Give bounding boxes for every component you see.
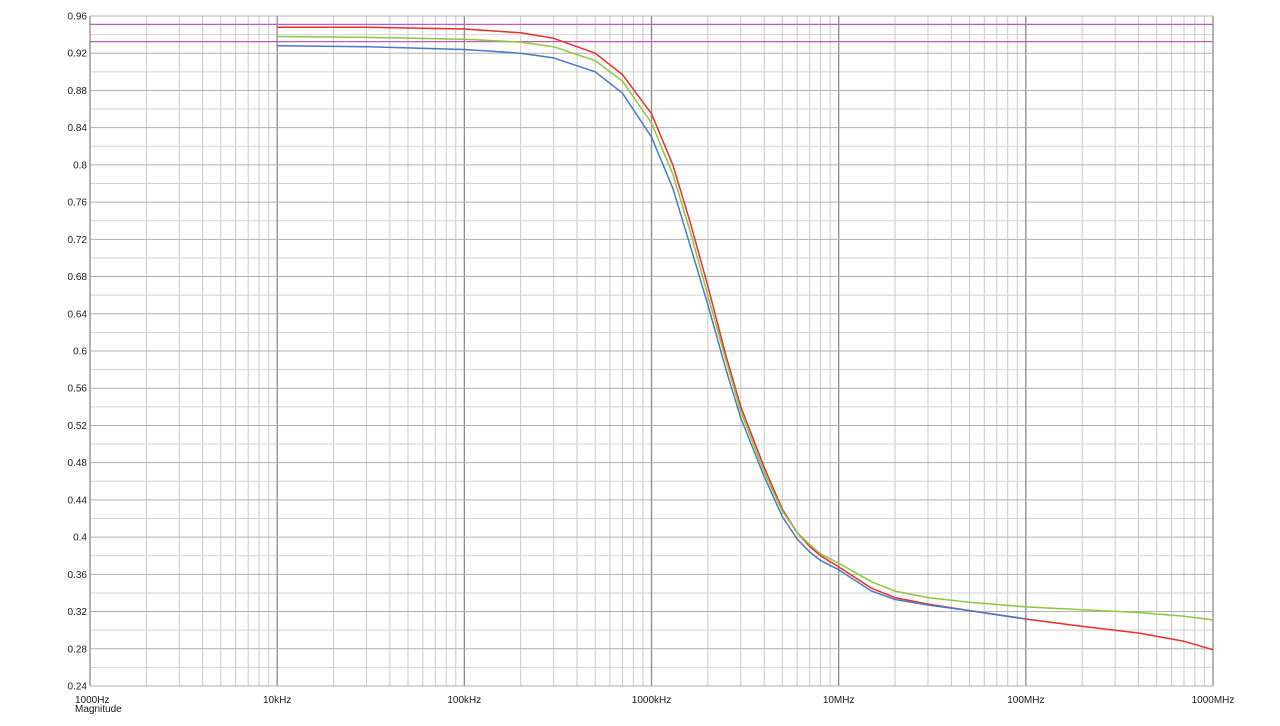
y-tick-labels: 0.24 0.28 0.32 0.36 0.4 0.44 0.48 0.52 0.56 0.6 0.… [68,12,88,693]
series-line [277,35,1214,621]
y-tick-label: 0.44 [68,495,88,506]
y-tick-label: 0.84 [68,123,88,134]
y-tick-label: 0.92 [68,49,88,60]
y-tick-label: 0.76 [68,198,88,209]
series-line [277,45,1026,620]
y-tick-label: 0.96 [68,12,88,23]
y-tick-label: 0.4 [73,533,87,544]
y-tick-label: 0.32 [68,607,88,618]
series-line [277,26,1214,651]
series-lines [277,26,1214,651]
major-gridlines [89,15,1214,687]
y-tick-label: 0.72 [68,235,88,246]
y-tick-label: 0.56 [68,384,88,395]
x-tick-label: 10kHz [263,695,291,706]
x-tick-label: 100kHz [447,695,481,706]
y-tick-label: 0.88 [68,86,88,97]
y-tick-label: 0.24 [68,682,88,693]
x-tick-label: 1000MHz [1192,695,1235,706]
y-tick-label: 0.68 [68,272,88,283]
x-tick-label: 100MHz [1007,695,1044,706]
x-tick-labels: 1000Hz 10kHz 100kHz 1000kHz 10MHz 100MHz 1000M… [75,695,1234,706]
y-tick-label: 0.6 [73,347,87,358]
y-tick-label: 0.64 [68,309,88,320]
y-tick-label: 0.28 [68,644,88,655]
x-tick-label: 1000Hz [75,695,109,706]
x-tick-label: 1000kHz [632,695,671,706]
y-axis-label: Magnitude [75,704,122,715]
y-tick-label: 0.36 [68,570,88,581]
y-tick-label: 0.52 [68,421,88,432]
reference-lines [90,23,1213,43]
y-tick-label: 0.8 [73,160,87,171]
y-tick-label: 0.48 [68,458,88,469]
x-tick-label: 10MHz [823,695,855,706]
